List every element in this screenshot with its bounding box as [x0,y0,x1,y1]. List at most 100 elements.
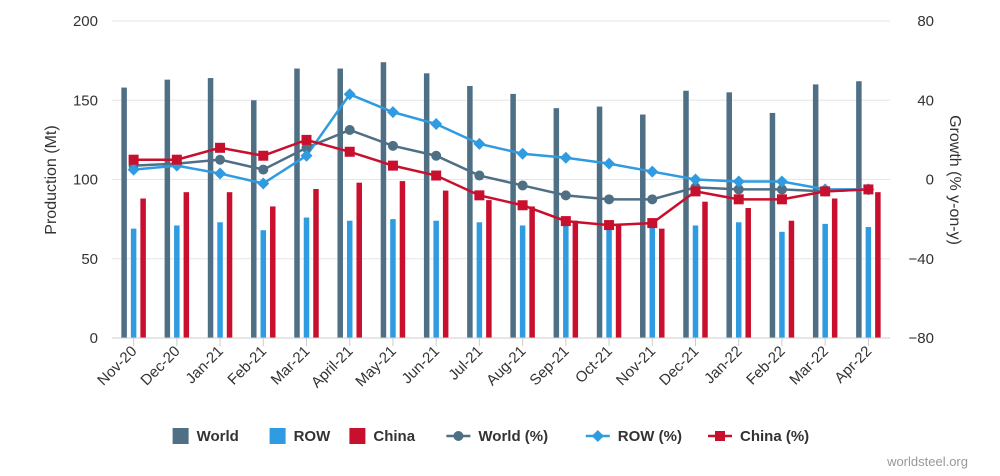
bar-row-may-21[interactable] [390,219,396,338]
bar-world-jun-21[interactable] [423,73,430,339]
bar-china-sep-21[interactable] [572,220,579,338]
point-world-jun-21[interactable] [431,150,442,161]
bar-china-nov-21[interactable] [659,228,665,338]
bar-row-feb-21[interactable] [260,230,267,338]
bar-china-oct-21[interactable] [615,223,622,338]
bar-china-mar-22[interactable] [831,198,838,338]
bar-row-nov-21[interactable] [649,225,656,338]
bar-row-apr-22[interactable] [865,227,872,338]
bar-china-aug-21[interactable] [529,206,535,338]
bar-row-mar-22[interactable] [822,223,828,338]
point-china-dec-20[interactable] [171,154,182,165]
bar-china-jan-21[interactable] [226,192,233,338]
point-china-jan-22[interactable] [733,194,744,205]
point-world-feb-21[interactable] [258,164,269,175]
point-china-may-21[interactable] [387,160,398,171]
bar-world-nov-20[interactable] [121,87,127,338]
point-china-sep-21[interactable] [560,216,571,227]
point-china-feb-22[interactable] [776,194,787,205]
point-world-oct-21[interactable] [604,194,615,205]
bar-china-jul-21[interactable] [486,200,492,338]
point-row-jul-21[interactable] [473,137,486,150]
bar-world-nov-21[interactable] [640,114,646,338]
point-row-nov-21[interactable] [646,165,659,178]
point-row-dec-21[interactable] [689,173,702,186]
bar-china-dec-21[interactable] [702,201,708,338]
point-row-nov-20[interactable] [127,163,140,176]
bar-row-nov-20[interactable] [130,228,137,338]
point-world-may-21[interactable] [387,140,398,151]
point-row-mar-21[interactable] [300,149,313,162]
point-row-may-21[interactable] [386,106,399,119]
bar-row-jul-21[interactable] [476,222,483,338]
point-world-sep-21[interactable] [560,190,571,201]
bar-world-sep-21[interactable] [553,108,560,338]
legend-item-china[interactable]: China (%) [708,428,809,445]
bar-row-mar-21[interactable] [303,217,310,338]
legend-item-world[interactable]: World (%) [446,428,548,445]
point-row-jan-22[interactable] [732,175,745,188]
legend-item-row[interactable]: ROW [269,428,332,445]
point-world-jul-21[interactable] [474,170,485,181]
bar-world-oct-21[interactable] [596,106,603,338]
bar-china-apr-22[interactable] [875,192,881,338]
point-world-jan-22[interactable] [733,184,744,195]
point-china-mar-22[interactable] [820,186,831,197]
point-row-jun-21[interactable] [430,118,443,131]
bar-china-dec-20[interactable] [183,192,190,338]
legend-item-china[interactable]: China [349,428,416,445]
legend-item-world[interactable]: World [172,428,239,445]
bar-world-dec-20[interactable] [164,79,171,339]
bar-row-april-21[interactable] [346,220,353,338]
bar-china-mar-21[interactable] [313,189,319,338]
point-world-mar-21[interactable] [301,142,312,153]
legend-marker[interactable] [715,431,725,441]
point-row-aug-21[interactable] [516,147,529,160]
point-row-oct-21[interactable] [603,157,616,170]
bar-row-sep-21[interactable] [563,225,569,338]
point-world-feb-22[interactable] [776,184,787,195]
point-china-dec-21[interactable] [690,186,701,197]
point-china-nov-20[interactable] [128,154,139,165]
point-china-aug-21[interactable] [517,200,528,211]
bar-row-jan-22[interactable] [735,222,742,338]
bar-row-feb-22[interactable] [779,231,785,338]
bar-china-may-21[interactable] [399,181,406,338]
bar-row-dec-20[interactable] [174,225,180,338]
bar-china-feb-22[interactable] [788,220,795,338]
bar-china-feb-21[interactable] [270,206,276,338]
point-world-nov-21[interactable] [647,194,658,205]
point-china-april-21[interactable] [344,146,355,157]
bar-world-may-21[interactable] [380,62,387,339]
point-row-feb-22[interactable] [775,175,788,188]
bar-china-jan-22[interactable] [745,208,751,338]
point-china-jun-21[interactable] [431,170,442,181]
bar-world-jul-21[interactable] [467,85,473,338]
point-china-jan-21[interactable] [215,142,226,153]
bar-world-mar-22[interactable] [812,84,819,339]
bar-world-jan-22[interactable] [726,92,732,338]
point-world-april-21[interactable] [344,124,355,135]
bar-world-dec-21[interactable] [683,90,689,339]
bar-world-april-21[interactable] [337,68,343,339]
bar-row-dec-21[interactable] [692,225,699,338]
point-row-jan-21[interactable] [214,167,227,180]
legend-item-row[interactable]: ROW (%) [585,428,682,445]
point-row-april-21[interactable] [343,88,356,101]
bar-world-mar-21[interactable] [294,68,300,339]
bar-row-aug-21[interactable] [519,225,526,338]
point-world-aug-21[interactable] [517,180,528,191]
point-row-feb-21[interactable] [257,177,270,190]
point-row-sep-21[interactable] [559,151,572,164]
bar-row-jan-21[interactable] [217,222,223,338]
bar-world-feb-21[interactable] [251,100,257,338]
point-china-oct-21[interactable] [604,220,615,231]
bar-row-jun-21[interactable] [433,220,439,338]
bar-world-jan-21[interactable] [207,78,214,338]
point-world-jan-21[interactable] [215,154,226,165]
point-china-apr-22[interactable] [863,184,874,195]
legend-marker[interactable] [591,430,604,442]
bar-world-aug-21[interactable] [510,93,516,338]
bar-world-apr-22[interactable] [856,81,862,338]
point-china-feb-21[interactable] [258,150,269,161]
